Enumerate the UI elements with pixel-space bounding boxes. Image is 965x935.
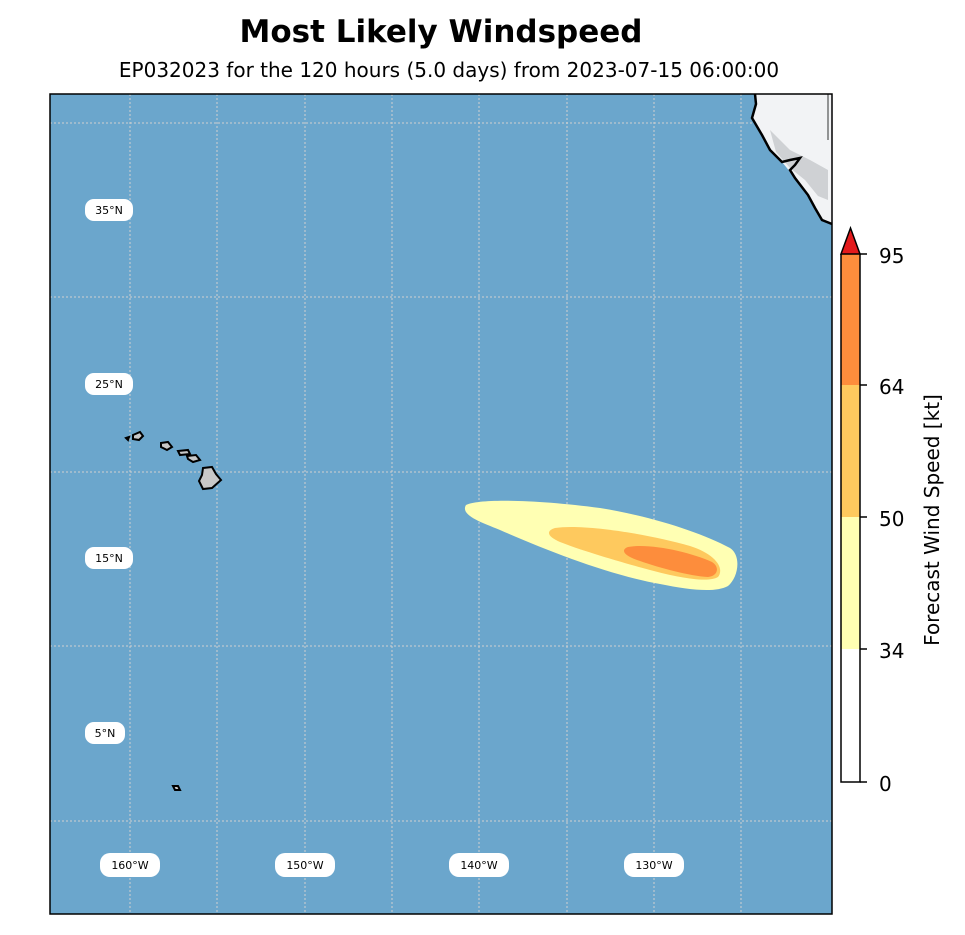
lat-label-5n: 5°N: [95, 727, 116, 740]
colorbar-tick-50: 50: [879, 507, 905, 531]
lat-label-15n: 15°N: [95, 552, 123, 565]
colorbar-label: Forecast Wind Speed [kt]: [920, 394, 944, 646]
lon-label-150w: 150°W: [286, 859, 323, 872]
island-big-island: [197, 465, 223, 491]
island-small: [171, 785, 182, 791]
colorbar: [839, 225, 867, 783]
chart-title: Most Likely Windspeed: [239, 14, 643, 50]
lat-labels: 35°N 25°N 15°N 5°N: [85, 199, 133, 744]
swath-64kt: [624, 546, 717, 577]
island-kauai: [132, 430, 145, 442]
colorbar-band-64-95: [841, 254, 860, 385]
island-niihau: [124, 435, 131, 442]
colorbar-tick-95: 95: [879, 244, 905, 268]
colorbar-band-50-64: [841, 385, 860, 517]
lat-label-25n: 25°N: [95, 378, 123, 391]
island-oahu: [160, 440, 174, 452]
map-frame: [49, 93, 833, 915]
island-molokai: [176, 448, 192, 457]
lon-labels: 160°W 150°W 140°W 130°W: [100, 853, 684, 877]
lon-label-140w: 140°W: [460, 859, 497, 872]
colorbar-extend-arrow: [839, 225, 862, 255]
lon-label-160w: 160°W: [111, 859, 148, 872]
colorbar-band-34-50: [841, 517, 860, 649]
colorbar-outline: [840, 254, 861, 783]
colorbar-tick-34: 34: [879, 639, 905, 663]
lat-label-35n: 35°N: [95, 204, 123, 217]
colorbar-tick-64: 64: [879, 375, 905, 399]
colorbar-band-0-34: [841, 649, 860, 782]
hawaii-islands: [124, 430, 223, 791]
coastline-california: [750, 93, 833, 226]
ocean: [50, 94, 832, 914]
chart-subtitle: EP032023 for the 120 hours (5.0 days) fr…: [118, 58, 780, 82]
lon-label-130w: 130°W: [635, 859, 672, 872]
colorbar-tick-0: 0: [879, 772, 892, 796]
land-california-shade: [770, 130, 828, 200]
island-maui: [185, 453, 202, 464]
